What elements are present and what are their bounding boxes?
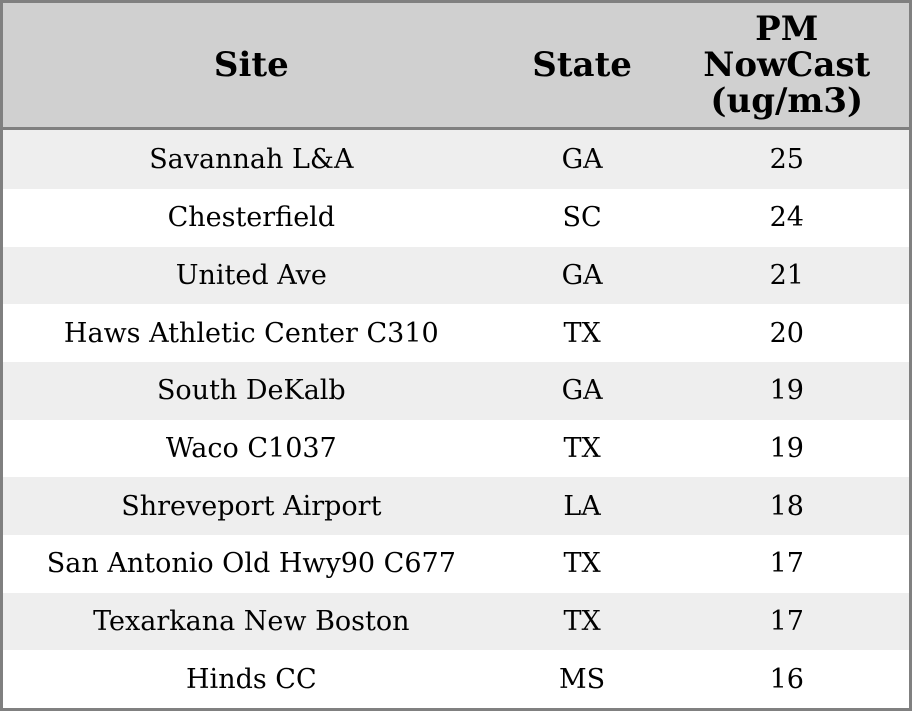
state-cell: SC (562, 202, 602, 234)
state-cell: GA (561, 143, 603, 175)
site-cell: San Antonio Old Hwy90 C677 (46, 548, 456, 580)
site-cell: Texarkana New Boston (93, 605, 410, 637)
pm-value-cell: 25 (769, 143, 804, 175)
table-row: Shreveport Airport LA 18 (3, 477, 909, 535)
pm-value-cell: 19 (769, 432, 804, 464)
table-header: Site State PM NowCast (ug/m3) (3, 3, 909, 130)
state-cell: TX (563, 605, 601, 637)
site-cell: Savannah L&A (149, 143, 354, 175)
table-row: Waco C1037 TX 19 (3, 419, 909, 478)
table-body: Savannah L&A GA 25 Chesterfield SC 24 United A… (3, 128, 909, 708)
state-cell: LA (563, 490, 601, 522)
column-header-pm-nowcast: PM NowCast (ug/m3) (664, 3, 909, 130)
table-row: South DeKalb GA 19 (3, 361, 909, 420)
state-cell: TX (563, 548, 601, 580)
table-row: Savannah L&A GA 25 (3, 128, 909, 189)
pm-value-cell: 16 (769, 663, 804, 695)
pm-value-cell: 18 (769, 490, 804, 522)
site-cell: Shreveport Airport (121, 490, 382, 522)
column-header-state: State (499, 3, 665, 130)
column-header-site: Site (3, 3, 500, 130)
table-row: Texarkana New Boston TX 17 (3, 592, 909, 651)
table-row: Haws Athletic Center C310 TX 20 (3, 304, 909, 362)
site-cell: South DeKalb (156, 375, 346, 407)
site-cell: United Ave (175, 259, 327, 291)
pm-value-cell: 19 (769, 375, 804, 407)
table-row: San Antonio Old Hwy90 C677 TX 17 (3, 534, 909, 593)
site-cell: Haws Athletic Center C310 (63, 317, 439, 349)
data-table: Site State PM NowCast (ug/m3) Savannah L… (3, 3, 909, 708)
state-cell: TX (563, 317, 601, 349)
site-cell: Waco C1037 (165, 432, 337, 464)
pm-value-cell: 17 (769, 605, 804, 637)
table-row: Hinds CC MS 16 (3, 650, 909, 708)
site-cell: Chesterfield (167, 202, 336, 234)
pm-value-cell: 17 (769, 548, 804, 580)
state-cell: MS (559, 663, 606, 695)
state-cell: TX (563, 432, 601, 464)
header-row: Site State PM NowCast (ug/m3) (3, 3, 909, 130)
state-cell: GA (561, 259, 603, 291)
pm-value-cell: 24 (769, 202, 804, 234)
pm-value-cell: 20 (769, 317, 804, 349)
state-cell: GA (561, 375, 603, 407)
table-row: Chesterfield SC 24 (3, 188, 909, 247)
site-cell: Hinds CC (186, 663, 317, 695)
pm-value-cell: 21 (769, 259, 804, 291)
table-row: United Ave GA 21 (3, 246, 909, 305)
